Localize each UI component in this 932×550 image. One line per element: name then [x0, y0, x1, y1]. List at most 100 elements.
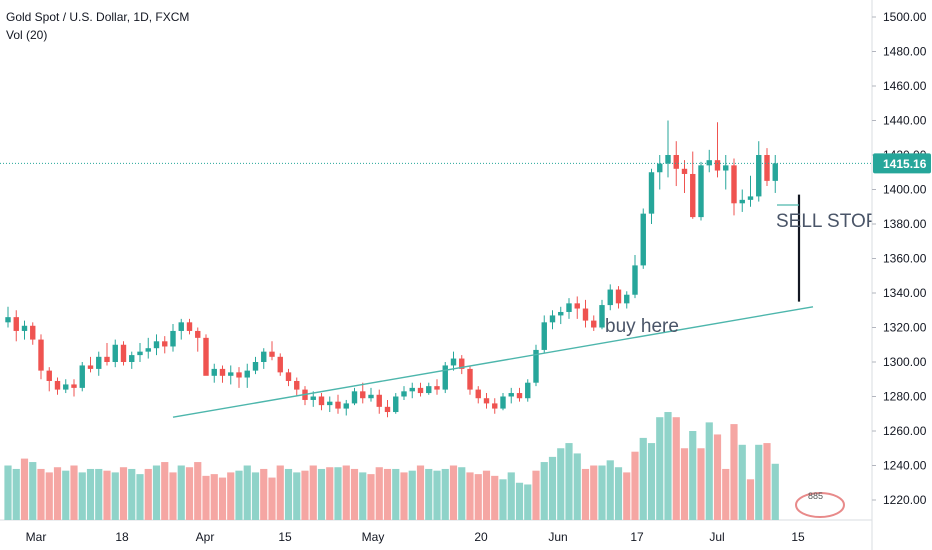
candle [508, 387, 514, 404]
time-tick-label: 20 [474, 530, 488, 544]
volume-bar [738, 444, 746, 520]
candle [417, 382, 424, 397]
candle-body [244, 370, 250, 378]
candle-body [13, 317, 19, 331]
candle [376, 389, 382, 414]
volume-bar [218, 477, 227, 520]
volume-bar [614, 467, 623, 520]
candle [360, 382, 366, 404]
candle [327, 396, 333, 413]
candle-body [483, 398, 490, 404]
candle [21, 320, 28, 340]
candle-body [351, 391, 358, 404]
price-tick-label: 1480.00 [883, 45, 927, 59]
candle [277, 353, 283, 376]
candle-body [714, 160, 721, 171]
candle [640, 208, 646, 269]
candle [195, 327, 201, 352]
volume-series [4, 412, 779, 520]
volume-bar [144, 468, 152, 520]
price-tick-label: 1240.00 [883, 459, 927, 473]
volume-bar [350, 468, 359, 520]
candle [714, 122, 721, 178]
volume-bar [466, 472, 474, 520]
candle [120, 341, 127, 366]
volume-bar [730, 424, 738, 520]
candle-body [104, 356, 110, 362]
candle-body [294, 380, 300, 390]
candle-body [690, 173, 696, 218]
candle-body [30, 325, 36, 340]
price-tick-label: 1280.00 [883, 390, 927, 404]
volume-bar [672, 417, 680, 520]
candle-body [46, 370, 52, 381]
volume-bar [235, 470, 243, 520]
candle-body [228, 372, 234, 376]
candle [731, 158, 737, 216]
volume-bar [227, 472, 235, 520]
candle [607, 284, 613, 311]
volume-bar [251, 472, 260, 520]
candle [203, 334, 209, 376]
candle [467, 365, 473, 395]
volume-bar [62, 470, 70, 520]
volume-bar [202, 475, 210, 520]
candle-body [566, 303, 572, 312]
volume-bar [507, 472, 515, 520]
time-tick-label: 17 [630, 530, 644, 544]
volume-bar [4, 465, 12, 520]
volume-bar [433, 470, 441, 520]
candle-body [195, 330, 201, 338]
candle [71, 379, 77, 397]
volume-bar [260, 468, 268, 520]
volume-bar [367, 474, 375, 520]
volume-bar [524, 484, 532, 520]
candle [96, 351, 102, 376]
candle-body [5, 317, 11, 323]
candle [335, 394, 341, 414]
sell-stop-annotation: SELL STOP [776, 211, 878, 232]
candle-body [112, 344, 118, 362]
candle [541, 315, 547, 354]
volume-bar [631, 451, 639, 520]
volume-bar [491, 475, 499, 520]
volume-bar [590, 465, 598, 520]
candle [747, 175, 754, 207]
time-tick-label: May [362, 530, 385, 544]
candle-body [475, 389, 481, 399]
candle-body [318, 396, 325, 406]
candle-body [327, 401, 333, 406]
candle-body [54, 380, 61, 390]
candle-body [96, 356, 102, 369]
candle [426, 382, 432, 395]
candle [442, 362, 448, 394]
candle [162, 336, 168, 354]
candle-body [492, 403, 498, 409]
price-axis-panel [872, 0, 932, 550]
volume-bar [458, 467, 466, 520]
candle [87, 356, 94, 373]
candle-body [368, 394, 374, 399]
volume-bar [12, 468, 20, 520]
candle [170, 324, 176, 352]
candle [269, 341, 275, 361]
candle-body [698, 165, 704, 218]
candle-body [756, 155, 762, 197]
time-tick-label: Mar [26, 530, 47, 544]
symbol-title: Gold Spot / U.S. Dollar, 1D, FXCM [6, 10, 190, 24]
candle [318, 393, 325, 411]
candle [772, 155, 778, 193]
candle-body [541, 322, 547, 350]
volume-bar [482, 470, 491, 520]
candle-body [450, 358, 457, 366]
watermark-ring [795, 492, 845, 518]
candle [178, 318, 184, 340]
candle [450, 351, 457, 371]
candle [698, 161, 704, 221]
watermark-text: 885 [808, 491, 823, 501]
candle-body [384, 406, 391, 413]
candle-body [417, 387, 424, 394]
volume-bar [119, 467, 128, 520]
time-axis-labels: Mar 18 Apr 15 May 20 Jun 17 Jul 15 [26, 530, 805, 544]
